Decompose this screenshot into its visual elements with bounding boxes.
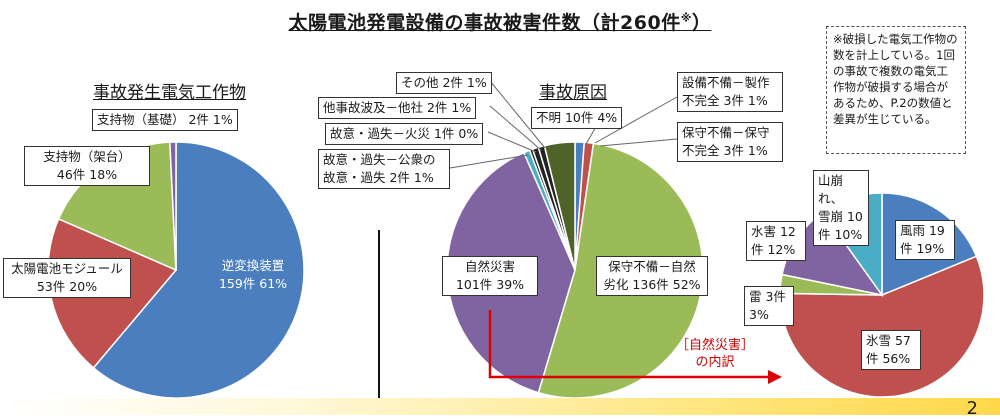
label-lightning: 雷 3件 3% xyxy=(744,286,794,326)
label-unknown: 不明 10件 4% xyxy=(531,107,623,129)
label-fire: 故意・過失－火災 1件 0% xyxy=(325,123,484,145)
label-solar-module: 太陽電池モジュール 53件 20% xyxy=(3,258,131,298)
leader-line xyxy=(449,154,529,169)
pie-cause xyxy=(446,80,704,399)
label-maintenance: 保守不備－保守 不完全 3件 1% xyxy=(677,122,783,162)
arrow-head xyxy=(768,370,782,384)
page-number: 2 xyxy=(966,398,978,419)
slice-snow-ice xyxy=(779,255,985,398)
label-snow-ice: 氷雪 57 件 56% xyxy=(861,330,921,370)
breakdown-label: ［自然災害］ の内訳 xyxy=(676,338,755,370)
label-spread-other: 他事故波及－他社 2件 1% xyxy=(318,97,477,119)
label-deterioration: 保守不備－自然 劣化 136件 52% xyxy=(596,256,708,296)
footer-band xyxy=(0,398,1000,415)
leader-line xyxy=(594,96,678,144)
divider xyxy=(378,230,380,410)
label-public: 故意・過失－公衆の 故意・過失 2件 1% xyxy=(318,149,450,189)
leader-line xyxy=(489,105,542,151)
label-support-frame: 支持物（架台） 46件 18% xyxy=(24,146,150,186)
label-manufacture: 設備不備－製作 不完全 3件 1% xyxy=(677,72,783,112)
chart1-title: 事故発生電気工作物 xyxy=(93,83,246,103)
arrow-line xyxy=(488,310,770,379)
slice-inverter xyxy=(92,141,305,399)
leader-line xyxy=(487,131,537,153)
leader-line xyxy=(489,80,546,149)
label-inverter: 逆変換装置 159件 61% xyxy=(218,258,288,291)
label-other: その他 2件 1% xyxy=(396,72,492,94)
slice-unknown xyxy=(543,141,576,271)
label-wind-rain: 風雨 19 件 19% xyxy=(895,220,955,260)
chart2-title: 事故原因 xyxy=(539,83,607,103)
footnote: ※破損した電気工作物の数を計上している。1回の事故で複数の電気工作物が破損する場… xyxy=(826,26,966,154)
label-landslide: 山崩れ、 雪崩 10 件 10% xyxy=(813,170,869,246)
label-support-foundation: 支持物（基礎） 2件 1% xyxy=(92,109,238,131)
leader-line xyxy=(599,138,678,147)
label-natural-disaster: 自然災害 101件 39% xyxy=(442,256,538,296)
label-flood: 水害 12 件 12% xyxy=(746,221,806,261)
breakdown-arrow xyxy=(488,310,782,384)
page-title: 太陽電池発電設備の事故被害件数（計260件※） xyxy=(288,11,712,34)
slice-support-foundation xyxy=(169,141,177,271)
